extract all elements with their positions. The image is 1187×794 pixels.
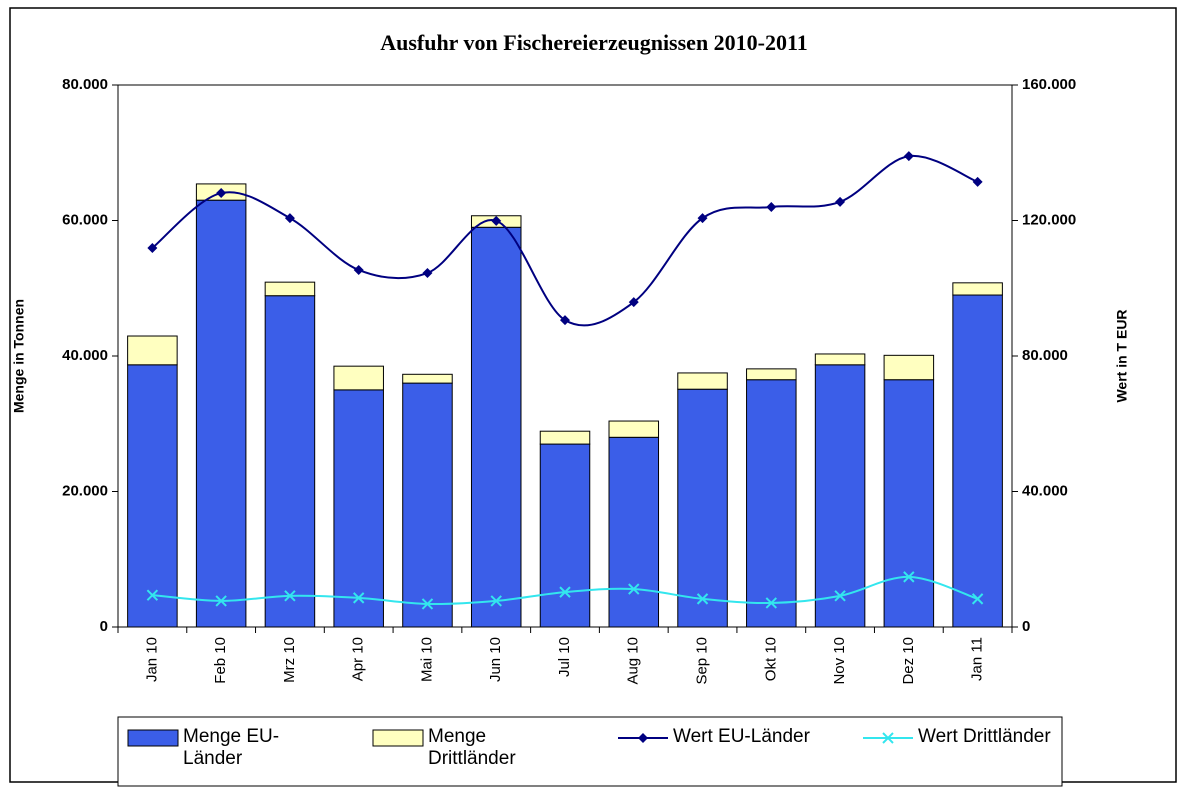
line-marker: [353, 264, 364, 275]
bar: [127, 364, 178, 628]
bar: [746, 379, 797, 628]
line-marker: [284, 590, 296, 602]
x-tick-label: Jan 11: [969, 637, 986, 681]
line-marker: [490, 595, 502, 607]
x-tick-label: Apr 10: [350, 637, 367, 681]
line-marker: [215, 595, 227, 607]
line-marker: [284, 213, 295, 224]
legend-swatch-box: [127, 729, 179, 747]
line-marker: [971, 593, 984, 605]
legend-label: Wert EU-Länder: [673, 726, 810, 747]
y2-tick-label: 80.000: [1022, 347, 1068, 364]
bar: [539, 443, 591, 628]
x-tick-label: Feb 10: [212, 637, 229, 684]
bar: [952, 294, 1003, 628]
x-tick-label: Jun 10: [487, 637, 504, 682]
bar: [402, 382, 453, 628]
y2-tick-label: 0: [1022, 618, 1030, 635]
y-tick-label: 20.000: [62, 482, 108, 499]
x-tick-label: Jan 10: [143, 637, 160, 682]
line-marker: [146, 589, 159, 601]
legend-swatch-box: [372, 729, 424, 747]
line-marker: [628, 583, 640, 595]
y-tick-label: 0: [100, 618, 108, 635]
legend-swatch: [127, 729, 179, 747]
bar: [608, 420, 660, 438]
bar: [677, 372, 728, 390]
bar: [814, 353, 866, 366]
line-marker: [421, 598, 434, 610]
line-marker: [560, 315, 570, 326]
line-marker: [696, 593, 709, 605]
y-tick-label: 60.000: [62, 211, 108, 228]
x-tick-label: Nov 10: [831, 637, 848, 685]
line-marker: [903, 571, 915, 583]
x-tick-label: Okt 10: [762, 637, 779, 681]
x-tick-label: Aug 10: [625, 637, 642, 685]
bar: [883, 379, 935, 628]
legend-swatch: [863, 732, 913, 744]
legend-swatch: [372, 729, 424, 747]
x-tick-label: Jul 10: [556, 637, 573, 677]
legend-swatch: [618, 733, 668, 743]
y2-tick-label: 160.000: [1022, 76, 1076, 93]
line-marker: [352, 592, 365, 604]
bar: [333, 389, 384, 628]
legend-label: Menge EU-Länder: [183, 726, 280, 769]
line-marker: [491, 215, 502, 226]
line-marker: [216, 188, 227, 199]
bar: [402, 373, 453, 384]
bar: [814, 364, 866, 628]
chart-title: Ausfuhr von Fischereierzeugnissen 2010-2…: [380, 30, 808, 55]
line-marker: [697, 213, 708, 224]
line-marker: [147, 242, 158, 253]
bar: [952, 282, 1003, 296]
line-marker: [834, 590, 846, 602]
line-marker: [903, 151, 914, 162]
bar: [746, 368, 797, 381]
legend-box: [117, 716, 1063, 787]
line-marker: [765, 597, 778, 609]
bar: [883, 354, 935, 381]
y2-axis-title: Wert in T EUR: [1114, 309, 1130, 402]
legend-label: Menge Drittländer: [428, 726, 516, 769]
bar: [264, 281, 316, 297]
line-marker: [972, 176, 983, 187]
legend-label: Wert Drittländer: [918, 726, 1051, 747]
bar: [195, 199, 247, 628]
bar: [539, 430, 591, 445]
x-tick-label: Sep 10: [694, 637, 711, 685]
bar: [470, 226, 522, 628]
line-marker: [835, 196, 846, 207]
bar: [264, 295, 316, 628]
line-marker: [882, 732, 894, 744]
y-axis-title: Menge in Tonnen: [11, 299, 27, 413]
bar: [677, 388, 728, 628]
y2-tick-label: 120.000: [1022, 211, 1076, 228]
line-marker: [766, 201, 777, 212]
x-tick-label: Dez 10: [900, 637, 917, 685]
line-marker: [559, 586, 571, 598]
line-marker: [628, 297, 639, 308]
x-tick-label: Mai 10: [418, 637, 435, 682]
bar: [608, 436, 660, 628]
y-tick-label: 40.000: [62, 347, 108, 364]
bar: [127, 335, 178, 366]
y2-tick-label: 40.000: [1022, 482, 1068, 499]
line-marker: [422, 268, 433, 279]
bar: [333, 365, 384, 391]
y-tick-label: 80.000: [62, 76, 108, 93]
x-tick-label: Mrz 10: [281, 637, 298, 683]
line-marker: [638, 733, 648, 743]
